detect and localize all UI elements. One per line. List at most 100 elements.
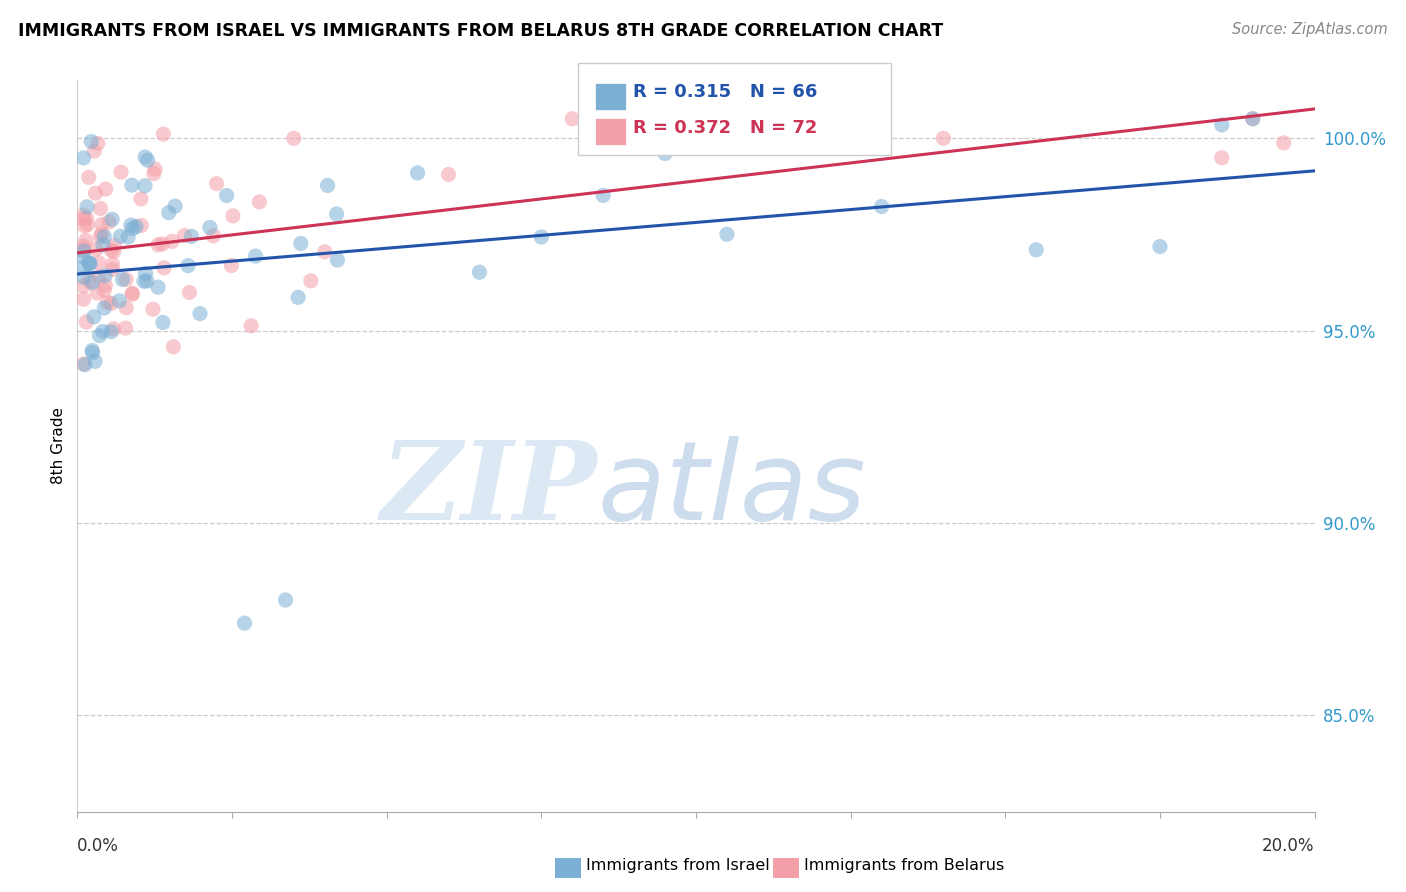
Point [93,229,115,244]
Point [110,165,132,179]
Point [125,219,148,234]
Point [101,257,124,271]
Text: 0.0%: 0.0% [77,837,120,855]
Text: IMMIGRANTS FROM ISRAEL VS IMMIGRANTS FROM BELARUS 8TH GRADE CORRELATION CHART: IMMIGRANTS FROM ISRAEL VS IMMIGRANTS FRO… [18,22,943,40]
Point [100,243,122,257]
Point [72,211,94,226]
Point [530,230,553,244]
Point [287,290,309,304]
Text: 20.0%: 20.0% [1263,837,1315,855]
Point [1272,136,1295,150]
Point [180,229,202,244]
Point [221,259,243,273]
Point [179,285,201,300]
Point [72,270,94,285]
Point [173,228,195,243]
Point [316,178,339,193]
Point [1149,239,1171,253]
Point [1211,151,1233,165]
Point [100,325,122,339]
Point [72,151,94,165]
Point [135,274,157,288]
Point [84,243,107,257]
Point [808,112,831,126]
Point [150,237,173,252]
Point [100,296,122,310]
Point [870,200,893,214]
Point [93,283,115,297]
Point [79,274,101,288]
Point [72,208,94,222]
Point [134,178,156,193]
Point [274,593,297,607]
Point [72,260,94,275]
Point [406,166,429,180]
Point [148,237,170,252]
Point [283,131,305,145]
Point [72,243,94,257]
Point [73,358,96,372]
Point [1025,243,1047,257]
Point [437,168,460,182]
Point [1241,112,1264,126]
Point [165,199,187,213]
Point [94,278,117,293]
Point [84,186,107,201]
Point [142,167,165,181]
Point [143,161,166,176]
Point [77,256,100,270]
Point [72,239,94,253]
Point [198,220,221,235]
Point [103,244,125,259]
Point [1211,118,1233,132]
Point [314,244,336,259]
Point [290,236,312,251]
Point [1241,112,1264,126]
Point [233,616,256,631]
Point [152,127,174,141]
Text: R = 0.315   N = 66: R = 0.315 N = 66 [633,83,817,101]
Point [111,272,134,286]
Text: Immigrants from Israel: Immigrants from Israel [586,858,770,872]
Point [215,188,238,202]
Point [561,112,583,126]
Point [177,259,200,273]
Point [91,325,114,339]
Point [222,209,245,223]
Point [91,238,114,252]
Point [152,315,174,329]
Point [160,235,183,249]
Point [103,322,125,336]
Point [120,218,142,232]
Point [101,262,124,277]
Point [75,234,97,248]
Point [89,202,111,216]
Point [245,249,267,263]
Point [932,131,955,145]
Point [79,256,101,270]
Point [121,287,143,301]
Point [82,343,104,358]
Point [592,188,614,202]
Point [110,229,132,244]
Point [83,310,105,324]
Text: atlas: atlas [598,436,866,543]
Point [153,260,176,275]
Point [90,218,112,232]
Point [87,136,110,151]
Point [325,207,347,221]
Point [146,280,169,294]
Point [129,219,152,233]
Point [93,301,115,315]
Point [202,228,225,243]
Point [115,272,138,286]
Point [121,221,143,235]
Point [82,276,104,290]
Point [135,267,157,281]
Point [89,328,111,343]
Text: ZIP: ZIP [381,436,598,543]
Point [162,340,184,354]
Point [115,301,138,315]
Point [188,307,211,321]
Point [94,268,117,283]
